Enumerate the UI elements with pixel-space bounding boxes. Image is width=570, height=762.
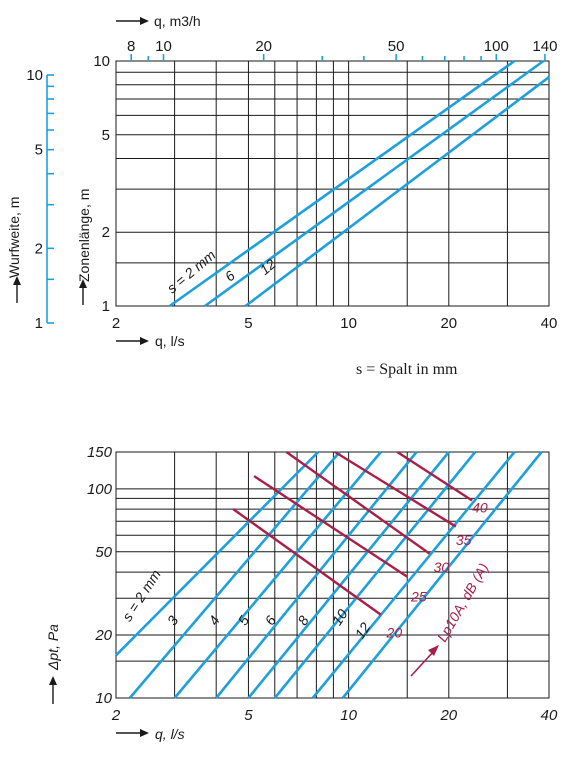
top-axis: q, m3/h 8 10 20 50 100 140 xyxy=(116,13,557,61)
series-label: 12 xyxy=(256,256,278,278)
top-tick-label: 140 xyxy=(532,38,557,55)
series-line-12 xyxy=(341,451,543,699)
series-label: 4 xyxy=(205,613,223,628)
series-line-10 xyxy=(311,451,516,699)
top-tick-label: 100 xyxy=(484,38,509,55)
throw-distance-axis: 1 2 5 10 Wurfweite, m xyxy=(6,67,54,332)
throw-tick-label: 2 xyxy=(35,240,43,257)
chart1-y-arrow-head xyxy=(79,279,87,288)
noise-label: 30 xyxy=(434,559,450,575)
throw-distance-scale: 1 2 5 10 xyxy=(26,67,54,332)
noise-line-25 xyxy=(253,475,408,578)
noise-label-arrow-head xyxy=(428,645,439,656)
x-tick-label: 40 xyxy=(541,707,558,724)
x-tick-label: 40 xyxy=(541,315,558,332)
top-tick-label: 50 xyxy=(388,38,405,55)
x-tick-label: 20 xyxy=(439,707,457,724)
throw-distance-arrow-head xyxy=(13,276,21,285)
y-tick-label: 2 xyxy=(102,224,110,241)
series-label: 3 xyxy=(164,613,182,628)
chart2-x-arrow-head xyxy=(140,729,149,737)
series-label: 6 xyxy=(222,267,238,284)
y-tick-label: 150 xyxy=(87,444,113,461)
series-line-8 xyxy=(273,451,477,699)
series-line-6 xyxy=(247,451,450,699)
top-tick-label: 20 xyxy=(255,38,272,55)
series-line-4 xyxy=(173,451,382,699)
throw-tick-label: 5 xyxy=(35,142,43,159)
top-tick-label: 8 xyxy=(127,38,135,55)
top-axis-arrow-head xyxy=(140,17,149,25)
x-tick-label: 5 xyxy=(244,707,253,724)
y-tick-label: 10 xyxy=(93,53,110,70)
y-tick-label: 100 xyxy=(87,481,113,498)
top-tick-label: 10 xyxy=(155,38,172,55)
series-label: 10 xyxy=(329,606,351,628)
chart1-curves: s = 2 mm 6 12 xyxy=(164,59,550,308)
chart1-x-title: q, l/s xyxy=(155,333,185,349)
series-label: s = 2 mm xyxy=(164,247,219,297)
y-tick-label: 50 xyxy=(95,544,112,561)
series-line-6 xyxy=(204,59,545,308)
top-axis-title: q, m3/h xyxy=(154,13,201,29)
chart2-y-arrow-head xyxy=(49,676,57,685)
series-label: 12 xyxy=(351,619,373,641)
throw-tick-label: 10 xyxy=(26,67,43,84)
noise-line-20 xyxy=(232,508,382,616)
chart2-frame xyxy=(115,451,550,699)
top-axis-ticks: 8 10 20 50 100 140 xyxy=(127,38,557,61)
x-tick-label: 5 xyxy=(244,315,252,332)
y-tick-label: 5 xyxy=(102,127,110,144)
chart2-x-title: q, l/s xyxy=(155,726,185,742)
noise-label: 25 xyxy=(410,588,427,604)
x-tick-label: 2 xyxy=(111,707,121,724)
series-line-s-2-mm xyxy=(115,451,320,657)
series-line-12 xyxy=(244,76,550,308)
chart2-y-title: Δpt, Pa xyxy=(45,624,61,671)
throw-tick-label: 1 xyxy=(35,315,43,332)
y-tick-label: 1 xyxy=(102,298,110,315)
series-line-s-2-mm xyxy=(168,59,516,308)
noise-label-arrow xyxy=(410,650,435,677)
x-tick-label: 20 xyxy=(440,315,457,332)
x-tick-label: 2 xyxy=(112,315,120,332)
noise-line-35 xyxy=(334,450,457,528)
chart1-frame xyxy=(115,60,550,307)
series-line-5 xyxy=(215,451,418,699)
noise-label: 20 xyxy=(386,624,403,640)
noise-line-30 xyxy=(285,451,431,555)
chart1-x-arrow-head xyxy=(140,337,149,345)
y-tick-label: 20 xyxy=(94,627,112,644)
throw-distance-title: Wurfweite, m xyxy=(6,197,22,278)
series-line-3 xyxy=(128,451,341,699)
gap-note: s = Spalt in mm xyxy=(356,361,458,378)
x-tick-label: 10 xyxy=(340,707,357,724)
noise-label: 35 xyxy=(456,532,472,548)
x-tick-label: 10 xyxy=(340,315,357,332)
noise-label: 40 xyxy=(472,500,488,516)
y-tick-label: 10 xyxy=(95,690,112,707)
noise-line-40 xyxy=(396,450,473,502)
chart1-y-title: Zonenlänge, m xyxy=(76,189,92,282)
